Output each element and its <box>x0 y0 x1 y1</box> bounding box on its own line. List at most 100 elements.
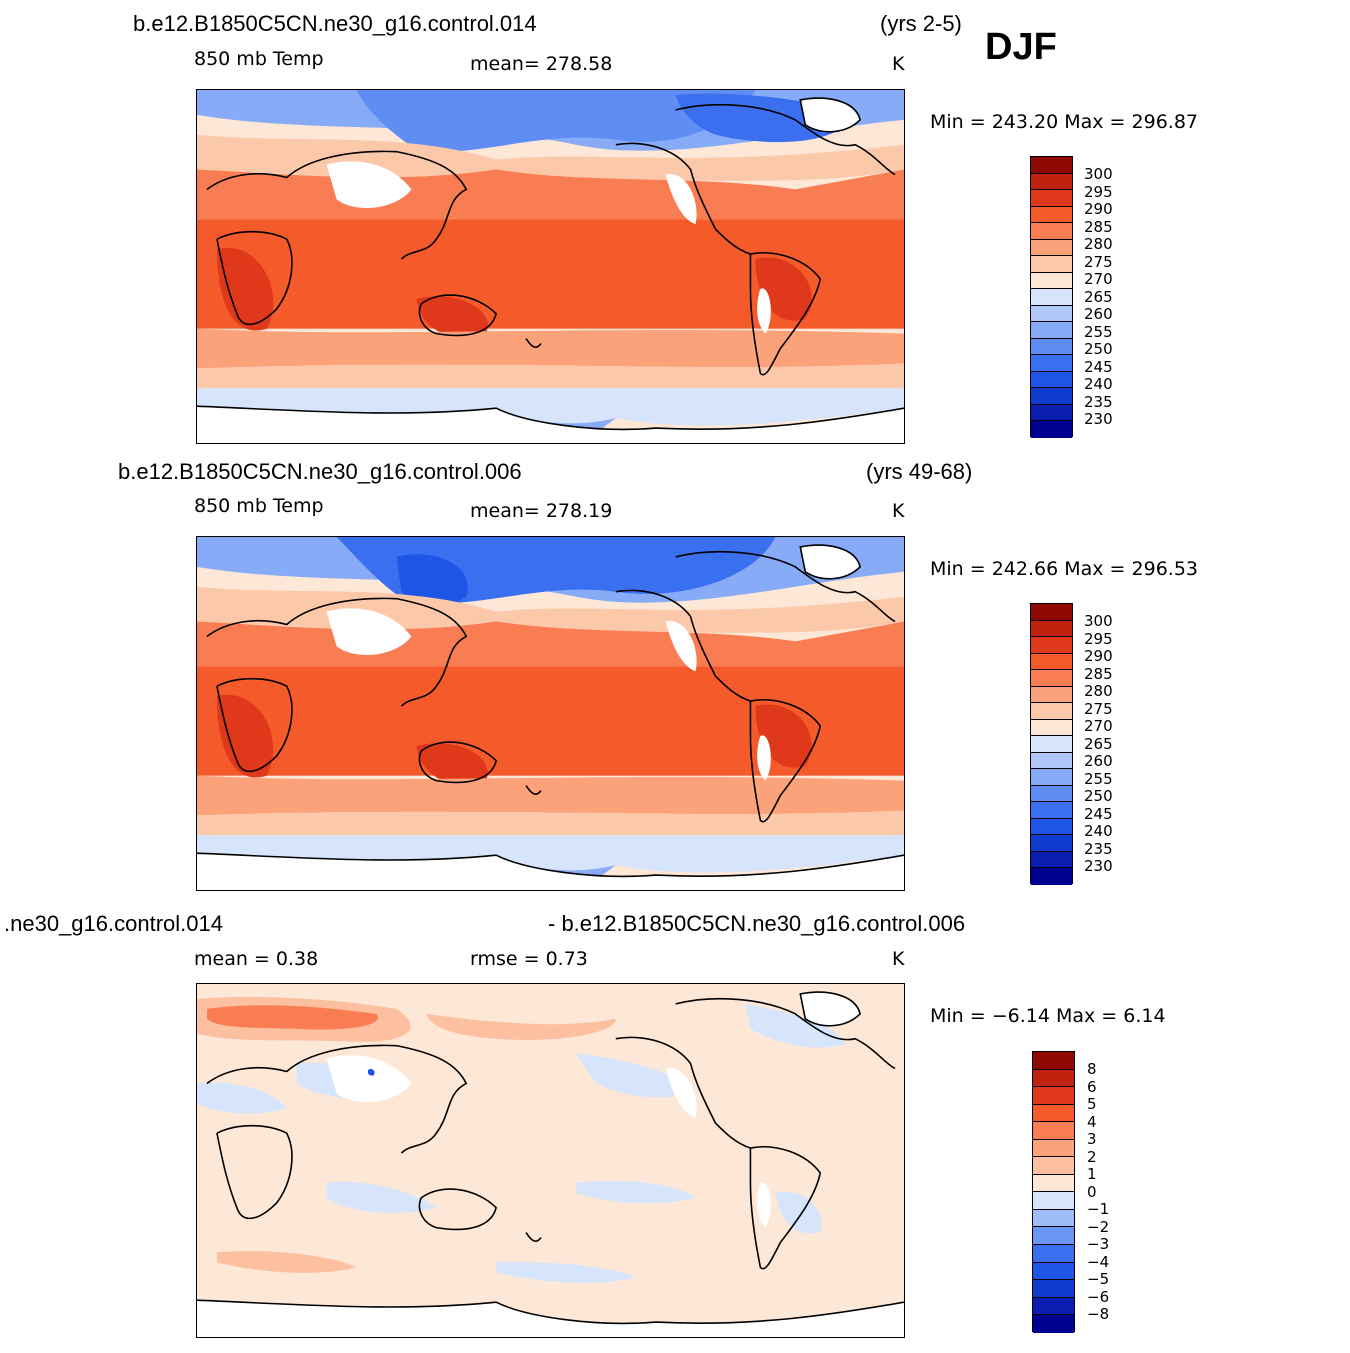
panel2-colorbar-swatch <box>1031 868 1072 885</box>
panel3-units: K <box>892 948 905 970</box>
panel2-colorbar-swatch <box>1031 785 1072 802</box>
panel2-tick-label: 230 <box>1084 857 1113 875</box>
panel3-colorbar-swatch <box>1033 1104 1074 1123</box>
panel1-units: K <box>892 53 905 75</box>
panel1-tick-label: 280 <box>1084 235 1113 253</box>
panel3-tick-label: 2 <box>1087 1148 1097 1166</box>
panel3-colorbar-swatch <box>1033 1262 1074 1281</box>
panel2-colorbar-swatch <box>1031 769 1072 786</box>
panel1-tick-label: 270 <box>1084 270 1113 288</box>
panel1-colorbar-swatch <box>1031 371 1072 388</box>
panel2-colorbar-swatch <box>1031 653 1072 670</box>
panel3-mean: mean = 0.38 <box>194 948 319 970</box>
panel3-tick-label: −4 <box>1087 1253 1110 1271</box>
panel1-tick-label: 300 <box>1084 165 1113 183</box>
panel1-tick-label: 240 <box>1084 375 1113 393</box>
panel1-colorbar-swatch <box>1031 322 1072 339</box>
panel3-colorbar-swatch <box>1033 1069 1074 1088</box>
panel3-colorbar-swatch <box>1033 1052 1074 1070</box>
panel3-colorbar-swatch <box>1033 1122 1074 1140</box>
panel3-minmax: Min = −6.14 Max = 6.14 <box>930 1005 1166 1027</box>
panel1-tick-label: 260 <box>1084 305 1113 323</box>
panel2-variable: 850 mb Temp <box>194 495 324 517</box>
panel2-tick-label: 285 <box>1084 665 1113 683</box>
panel3-tick-label: 0 <box>1087 1183 1097 1201</box>
panel1-map <box>196 89 905 444</box>
panel1-tick-label: 250 <box>1084 340 1113 358</box>
panel2-colorbar <box>1030 603 1073 885</box>
panel2-tick-label: 240 <box>1084 822 1113 840</box>
panel3-tick-label: −2 <box>1087 1218 1110 1236</box>
panel3-tick-label: −8 <box>1087 1305 1110 1323</box>
panel1-colorbar-swatch <box>1031 421 1072 438</box>
panel2-map-svg <box>197 537 904 890</box>
panel2-tick-label: 235 <box>1084 840 1113 858</box>
panel3-colorbar-swatch <box>1033 1139 1074 1158</box>
panel2-colorbar-swatch <box>1031 818 1072 835</box>
panel2-tick-label: 270 <box>1084 717 1113 735</box>
panel1-tick-label: 265 <box>1084 288 1113 306</box>
panel1-tick-label: 230 <box>1084 410 1113 428</box>
panel3-tick-label: 5 <box>1087 1095 1097 1113</box>
panel2-colorbar-swatch <box>1031 719 1072 736</box>
panel2-tick-label: 290 <box>1084 647 1113 665</box>
panel3-map <box>196 983 905 1338</box>
panel1-colorbar-swatch <box>1031 355 1072 372</box>
panel3-tick-label: −1 <box>1087 1200 1110 1218</box>
season-label: DJF <box>985 26 1057 68</box>
panel3-colorbar-swatch <box>1033 1245 1074 1263</box>
panel2-colorbar-swatch <box>1031 851 1072 868</box>
panel2-colorbar-swatch <box>1031 736 1072 753</box>
panel2-tick-label: 295 <box>1084 630 1113 648</box>
panel3-tick-label: 3 <box>1087 1130 1097 1148</box>
panel1-variable: 850 mb Temp <box>194 48 324 70</box>
panel3-minus-case: - b.e12.B1850C5CN.ne30_g16.control.006 <box>548 911 966 936</box>
panel1-colorbar-swatch <box>1031 190 1072 207</box>
panel2-minmax: Min = 242.66 Max = 296.53 <box>930 558 1198 580</box>
panel1-colorbar-swatch <box>1031 173 1072 190</box>
panel3-colorbar-swatch <box>1033 1192 1074 1210</box>
panel2-colorbar-swatch <box>1031 703 1072 720</box>
panel3-colorbar-swatch <box>1033 1297 1074 1316</box>
panel3-tick-label: 8 <box>1087 1060 1097 1078</box>
panel1-colorbar <box>1030 156 1073 438</box>
panel2-mean: mean= 278.19 <box>470 500 613 522</box>
panel2-map <box>196 536 905 891</box>
panel1-colorbar-swatch <box>1031 272 1072 289</box>
panel2-units: K <box>892 500 905 522</box>
panel1-colorbar-swatch <box>1031 289 1072 306</box>
panel3-tick-label: −6 <box>1087 1288 1110 1306</box>
panel1-colorbar-swatch <box>1031 157 1072 174</box>
panel3-tick-label: 6 <box>1087 1078 1097 1096</box>
panel2-colorbar-swatch <box>1031 637 1072 654</box>
panel3-rmse: rmse = 0.73 <box>470 948 588 970</box>
panel1-colorbar-swatch <box>1031 388 1072 405</box>
panel1-colorbar-swatch <box>1031 305 1072 322</box>
panel2-colorbar-swatch <box>1031 620 1072 637</box>
panel2-colorbar-swatch <box>1031 752 1072 769</box>
panel1-tick-label: 235 <box>1084 393 1113 411</box>
panel2-tick-label: 260 <box>1084 752 1113 770</box>
panel3-colorbar-swatch <box>1033 1174 1074 1193</box>
panel2-tick-label: 265 <box>1084 735 1113 753</box>
panel2-tick-label: 300 <box>1084 612 1113 630</box>
panel2-tick-label: 280 <box>1084 682 1113 700</box>
panel3-tick-label: −3 <box>1087 1235 1110 1253</box>
panel1-tick-label: 275 <box>1084 253 1113 271</box>
panel2-tick-label: 245 <box>1084 805 1113 823</box>
panel3-tick-label: 1 <box>1087 1165 1097 1183</box>
panel3-colorbar-swatch <box>1033 1087 1074 1105</box>
panel1-tick-label: 255 <box>1084 323 1113 341</box>
panel1-colorbar-swatch <box>1031 256 1072 273</box>
panel1-colorbar-swatch <box>1031 239 1072 256</box>
panel1-tick-label: 290 <box>1084 200 1113 218</box>
panel2-case-title: b.e12.B1850C5CN.ne30_g16.control.006 <box>118 459 522 484</box>
panel2-colorbar-swatch <box>1031 686 1072 703</box>
panel3-colorbar-swatch <box>1033 1280 1074 1298</box>
panel2-colorbar-swatch <box>1031 670 1072 687</box>
panel2-colorbar-swatch <box>1031 835 1072 852</box>
panel2-years: (yrs 49-68) <box>866 459 973 484</box>
panel1-tick-label: 245 <box>1084 358 1113 376</box>
panel2-tick-label: 275 <box>1084 700 1113 718</box>
panel3-tick-label: −5 <box>1087 1270 1110 1288</box>
